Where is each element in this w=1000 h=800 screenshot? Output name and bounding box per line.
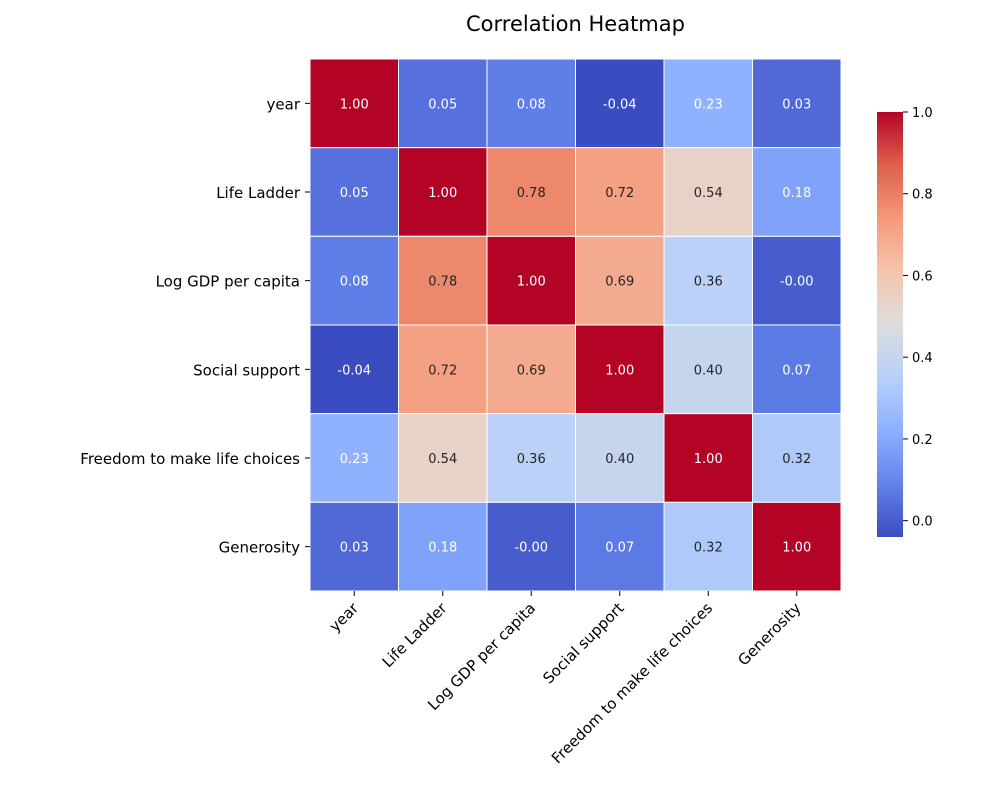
heatmap-cell-freedom-to-make-life-choices-year bbox=[309, 413, 399, 503]
cell-value-label: 0.69 bbox=[605, 275, 634, 290]
x-tick-label-life-ladder: Life Ladder bbox=[379, 599, 452, 672]
colorbar-tick-label: 0.0 bbox=[912, 515, 933, 530]
cell-value-label: 1.00 bbox=[605, 363, 634, 378]
heatmap-cell-freedom-to-make-life-choices-generosity bbox=[752, 413, 842, 503]
cell-value-label: 0.23 bbox=[694, 97, 723, 112]
y-tick-label-year: year bbox=[267, 95, 301, 113]
cell-value-label: -0.04 bbox=[337, 363, 371, 378]
heatmap-cell-life-ladder-generosity bbox=[752, 147, 842, 237]
heatmap-cell-generosity-year bbox=[309, 501, 399, 592]
chart-title: Correlation Heatmap bbox=[466, 12, 685, 36]
heatmap-cell-log-gdp-per-capita-generosity bbox=[752, 235, 842, 326]
heatmap-cell-social-support-life-ladder bbox=[398, 324, 488, 415]
heatmap-cell-year-freedom-to-make-life-choices bbox=[663, 58, 753, 149]
cell-value-label: 0.36 bbox=[517, 452, 546, 467]
cell-value-label: 0.32 bbox=[694, 541, 723, 556]
colorbar-gradient bbox=[877, 112, 903, 537]
cell-value-label: -0.04 bbox=[603, 97, 637, 112]
heatmap-cell-year-life-ladder bbox=[398, 58, 488, 149]
heatmap-cell-year-social-support bbox=[575, 58, 665, 149]
cell-value-label: 1.00 bbox=[782, 541, 811, 556]
heatmap-cell-log-gdp-per-capita-freedom-to-make-life-choices bbox=[663, 235, 753, 326]
heatmap-cell-life-ladder-social-support bbox=[575, 147, 665, 237]
heatmap-cell-social-support-social-support bbox=[575, 324, 665, 415]
y-tick-labels: year Life Ladder Log GDP per capita Social … bbox=[80, 95, 310, 557]
heatmap-cell-freedom-to-make-life-choices-log-gdp-per-capita bbox=[486, 413, 576, 503]
cell-value-label: 0.08 bbox=[340, 275, 369, 290]
cell-value-label: 1.00 bbox=[340, 97, 369, 112]
colorbar-tick-label: 0.4 bbox=[912, 351, 933, 366]
heatmap-cell-social-support-year bbox=[309, 324, 399, 415]
cell-value-label: 0.23 bbox=[340, 452, 369, 467]
cell-value-label: 0.05 bbox=[340, 186, 369, 201]
cell-value-label: 0.03 bbox=[782, 97, 811, 112]
cell-value-label: 0.36 bbox=[694, 275, 723, 290]
cell-value-label: 0.72 bbox=[605, 186, 634, 201]
cell-value-label: 1.00 bbox=[428, 186, 457, 201]
cell-value-label: 0.18 bbox=[428, 541, 457, 556]
heatmap-cell-year-log-gdp-per-capita bbox=[486, 58, 576, 149]
cell-value-label: 1.00 bbox=[517, 275, 546, 290]
cell-value-label: 0.40 bbox=[605, 452, 634, 467]
cell-value-label: 0.18 bbox=[782, 186, 811, 201]
heatmap-cell-year-generosity bbox=[752, 58, 842, 149]
heatmap-cells: 1.00 0.05 0.08 -0.04 0.23 0.03 0.05 1.00 0.78 0.7… bbox=[309, 58, 842, 592]
heatmap-cell-social-support-generosity bbox=[752, 324, 842, 415]
x-tick-label-generosity: Generosity bbox=[734, 599, 804, 669]
y-tick-label-social-support: Social support bbox=[193, 361, 300, 379]
cell-value-label: 0.72 bbox=[428, 363, 457, 378]
heatmap-cell-social-support-log-gdp-per-capita bbox=[486, 324, 576, 415]
x-tick-label-year: year bbox=[326, 599, 363, 636]
cell-value-label: 0.07 bbox=[782, 363, 811, 378]
heatmap-cell-freedom-to-make-life-choices-social-support bbox=[575, 413, 665, 503]
heatmap-cell-social-support-freedom-to-make-life-choices bbox=[663, 324, 753, 415]
cell-value-label: 1.00 bbox=[694, 452, 723, 467]
colorbar: 0.0 0.2 0.4 0.6 0.8 1.0 bbox=[877, 106, 933, 537]
cell-value-label: -0.00 bbox=[514, 541, 548, 556]
y-tick-label-log-gdp-per-capita: Log GDP per capita bbox=[156, 273, 300, 291]
heatmap-cell-log-gdp-per-capita-year bbox=[309, 235, 399, 326]
colorbar-tick-label: 0.2 bbox=[912, 433, 933, 448]
heatmap-cell-log-gdp-per-capita-life-ladder bbox=[398, 235, 488, 326]
y-tick-label-life-ladder: Life Ladder bbox=[216, 184, 301, 202]
heatmap-cell-generosity-generosity bbox=[752, 501, 842, 592]
colorbar-tick-label: 1.0 bbox=[912, 106, 933, 121]
cell-value-label: 0.78 bbox=[517, 186, 546, 201]
cell-value-label: 0.05 bbox=[428, 97, 457, 112]
cell-value-label: 0.54 bbox=[694, 186, 723, 201]
cell-value-label: 0.54 bbox=[428, 452, 457, 467]
colorbar-tick-label: 0.6 bbox=[912, 269, 933, 284]
x-tick-label-social-support: Social support bbox=[539, 599, 627, 687]
cell-value-label: 0.08 bbox=[517, 97, 546, 112]
heatmap-cell-log-gdp-per-capita-social-support bbox=[575, 235, 665, 326]
cell-value-label: 0.07 bbox=[605, 541, 634, 556]
cell-value-label: 0.32 bbox=[782, 452, 811, 467]
colorbar-tick-label: 0.8 bbox=[912, 188, 933, 203]
heatmap-cell-freedom-to-make-life-choices-freedom-to-make-life-choices bbox=[663, 413, 753, 503]
cell-value-label: 0.40 bbox=[694, 363, 723, 378]
cell-value-label: -0.00 bbox=[780, 275, 814, 290]
cell-value-label: 0.03 bbox=[340, 541, 369, 556]
y-tick-label-freedom-to-make-life-choices: Freedom to make life choices bbox=[80, 450, 300, 468]
x-tick-label-freedom-to-make-life-choices: Freedom to make life choices bbox=[548, 599, 716, 767]
y-tick-label-generosity: Generosity bbox=[219, 539, 300, 557]
heatmap-cell-generosity-freedom-to-make-life-choices bbox=[663, 501, 753, 592]
heatmap-cell-log-gdp-per-capita-log-gdp-per-capita bbox=[486, 235, 576, 326]
cell-value-label: 0.78 bbox=[428, 275, 457, 290]
cell-value-label: 0.69 bbox=[517, 363, 546, 378]
heatmap-cell-life-ladder-life-ladder bbox=[398, 147, 488, 237]
heatmap-cell-year-year bbox=[309, 58, 399, 149]
